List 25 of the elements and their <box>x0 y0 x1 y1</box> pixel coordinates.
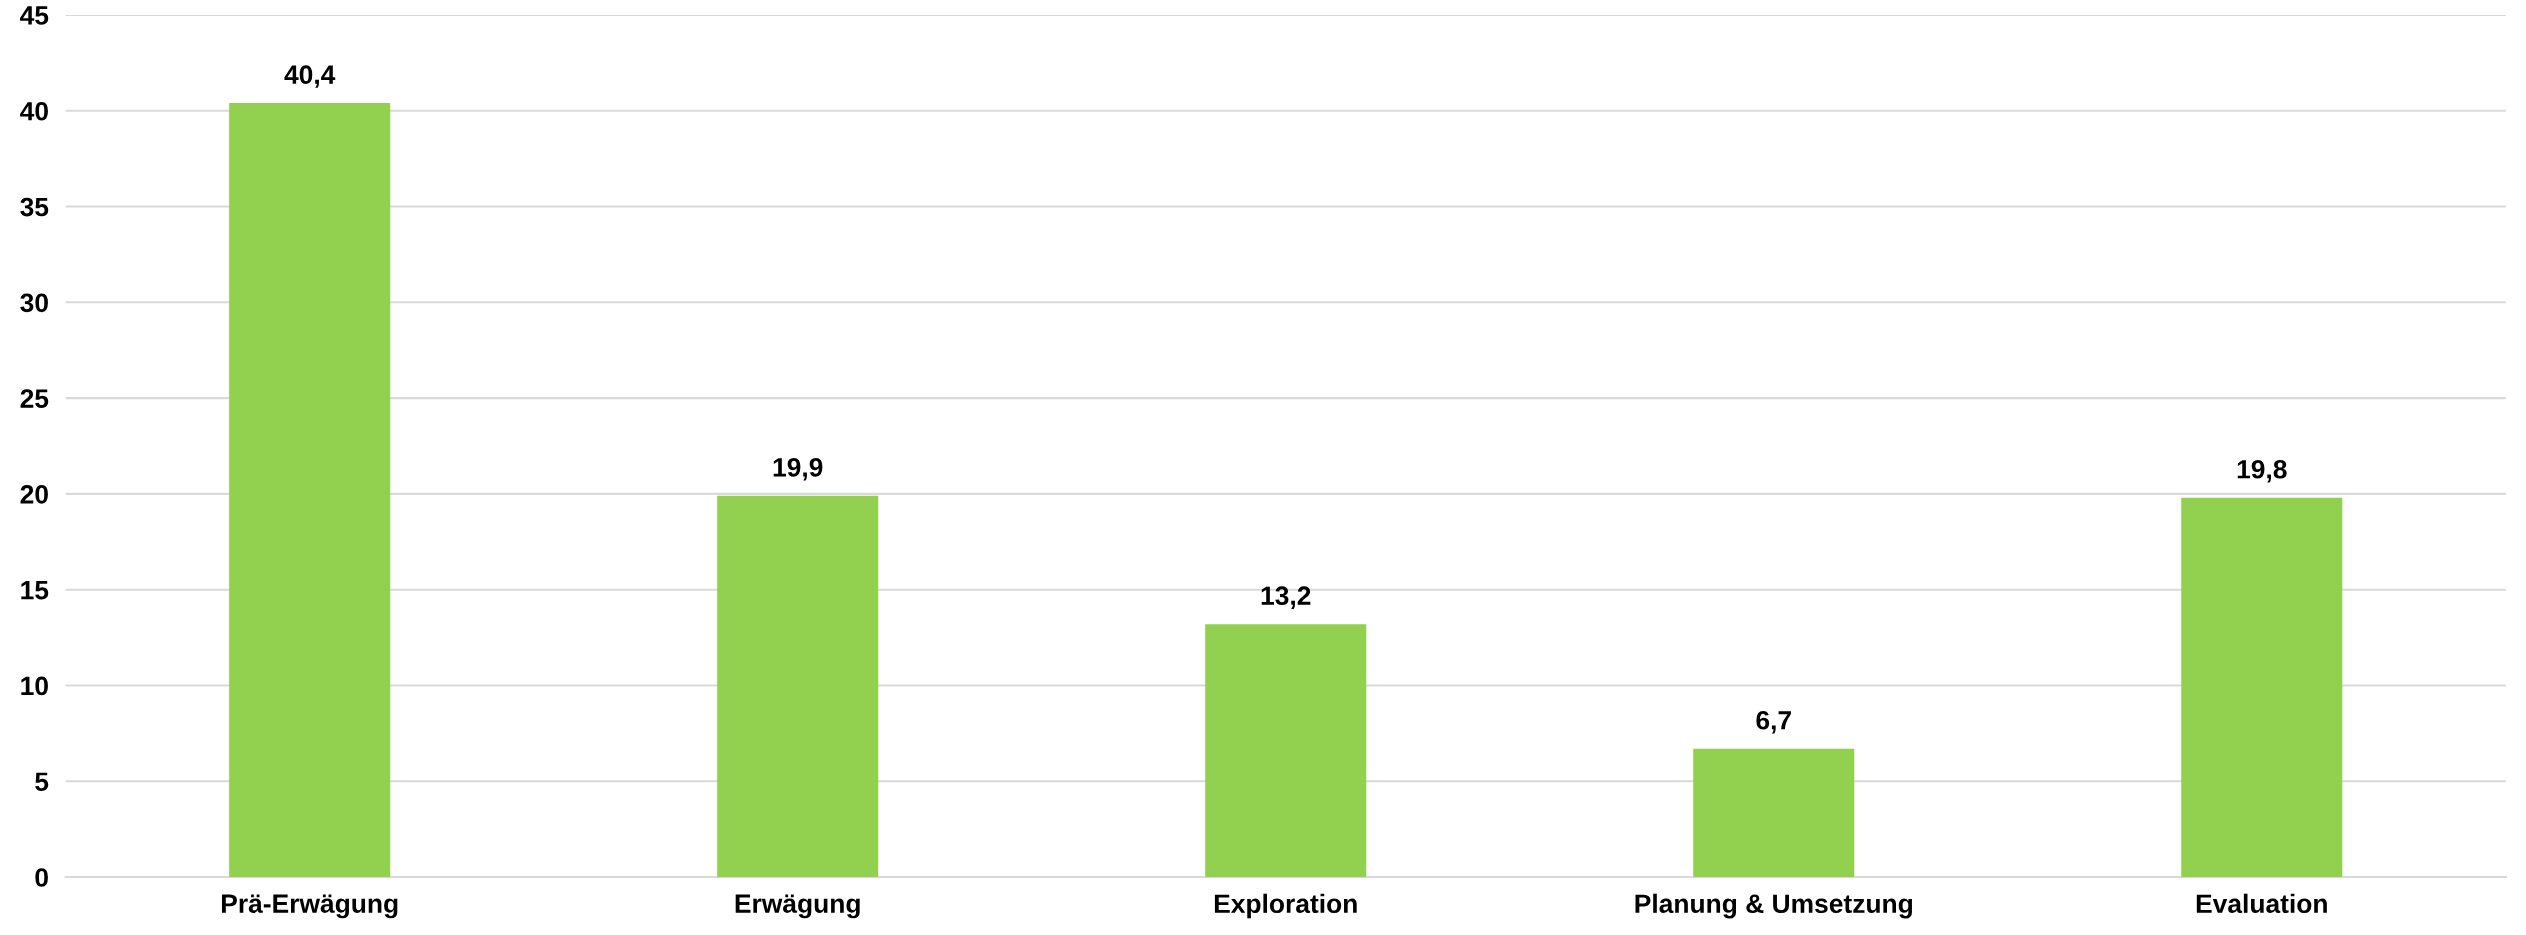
bar <box>717 495 879 878</box>
data-label: 13,2 <box>1261 586 1311 609</box>
y-tick-label: 35 <box>20 197 49 217</box>
data-label: 40,4 <box>284 65 336 88</box>
y-tick-label: 25 <box>20 389 49 408</box>
y-tick-label: 20 <box>20 485 48 504</box>
y-tick-label: 10 <box>21 676 48 696</box>
y-tick-label: 15 <box>21 581 49 600</box>
data-label: 6,7 <box>1756 710 1791 734</box>
y-tick-label: 40 <box>20 101 48 121</box>
bar <box>1693 748 1855 878</box>
bar <box>1205 624 1367 878</box>
y-tick-label: 0 <box>35 868 48 887</box>
y-tick-label: 45 <box>20 6 49 25</box>
data-label: 19,9 <box>773 458 823 481</box>
bar <box>229 103 391 878</box>
x-tick-label: Erwägung <box>735 894 860 919</box>
bar <box>2181 497 2343 878</box>
x-tick-label: Prä-Erwägung <box>222 894 398 919</box>
x-tick-label: Planung & Umsetzung <box>1635 893 1913 919</box>
x-tick-label: Evaluation <box>2196 893 2327 914</box>
y-tick-label: 30 <box>20 293 48 313</box>
data-label: 19,8 <box>2237 459 2287 483</box>
x-tick-label: Exploration <box>1214 893 1357 919</box>
y-tick-label: 5 <box>35 772 49 792</box>
